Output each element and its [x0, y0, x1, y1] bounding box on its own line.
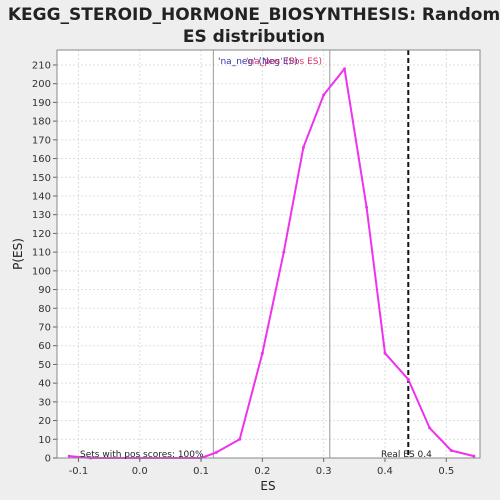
- y-tick-label: 120: [32, 229, 51, 240]
- x-tick-label: 0.1: [193, 466, 209, 477]
- y-axis-label: P(ES): [11, 238, 25, 270]
- real-es-annotation: Real ES 0.4: [381, 450, 432, 460]
- y-tick-label: 20: [38, 416, 51, 427]
- y-tick-label: 170: [32, 135, 51, 146]
- plot-area: [57, 50, 480, 458]
- data-point: [449, 449, 453, 453]
- data-point: [214, 450, 218, 454]
- y-tick-label: 190: [32, 98, 51, 109]
- y-tick-label: 100: [32, 266, 51, 277]
- data-point: [428, 426, 432, 430]
- y-tick-label: 160: [32, 154, 51, 165]
- y-tick-label: 110: [32, 248, 51, 259]
- chart-title-line-1: KEGG_STEROID_HORMONE_BIOSYNTHESIS: Rando…: [8, 5, 500, 25]
- na-pos-annotation: 'na_pos' (Pos ES): [246, 57, 322, 67]
- y-tick-label: 10: [38, 435, 51, 446]
- y-tick-label: 90: [38, 285, 51, 296]
- x-tick-label: 0.0: [132, 466, 148, 477]
- y-tick-label: 130: [32, 210, 51, 221]
- y-tick-label: 80: [38, 304, 51, 315]
- x-tick-label: 0.3: [316, 466, 332, 477]
- data-point: [472, 454, 476, 458]
- y-tick-label: 70: [38, 322, 51, 333]
- sets-pos-annotation: Sets with pos scores: 100%: [80, 450, 204, 460]
- y-tick-label: 150: [32, 173, 51, 184]
- data-point: [67, 454, 71, 458]
- y-tick-label: 140: [32, 191, 51, 202]
- y-tick-label: 40: [38, 379, 51, 390]
- y-tick-label: 50: [38, 360, 51, 371]
- x-tick-label: 0.5: [438, 466, 454, 477]
- axes: 0 10 20 30 40 50 60 70 80 90 100 110 120 130 140 150 160…: [32, 49, 481, 477]
- y-tick-label: 30: [38, 397, 51, 408]
- x-tick-label: 0.2: [254, 466, 270, 477]
- x-axis-label: ES: [260, 479, 275, 493]
- y-tick-label: 60: [38, 341, 51, 352]
- chart-title-line-2: ES distribution: [183, 27, 325, 47]
- plot-border: [56, 49, 481, 459]
- data-point: [383, 351, 387, 355]
- x-tick-label: 0.4: [377, 466, 393, 477]
- data-point: [406, 377, 410, 381]
- data-point: [260, 351, 264, 355]
- data-point: [322, 93, 326, 97]
- x-tick-label: -0.1: [69, 466, 89, 477]
- y-tick-label: 180: [32, 117, 51, 128]
- data-point: [238, 437, 242, 441]
- na-neg-annotation: 'na_neg' (Neg ES): [218, 57, 298, 67]
- y-tick-label: 200: [32, 79, 51, 90]
- data-point: [301, 145, 305, 149]
- data-point: [282, 250, 286, 254]
- data-point: [343, 67, 347, 71]
- y-tick-label: 210: [32, 60, 51, 71]
- y-tick-label: 0: [45, 454, 51, 465]
- reference-lines: [212, 50, 410, 458]
- data-point: [365, 205, 369, 209]
